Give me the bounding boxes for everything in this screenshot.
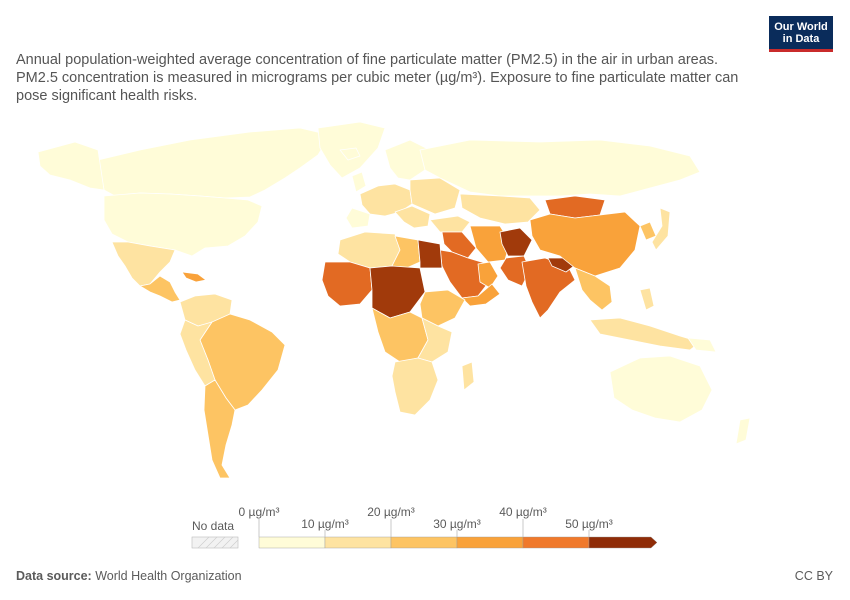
data-source-label: Data source: — [16, 569, 92, 583]
country-east-africa[interactable] — [417, 317, 453, 363]
legend-tick-0: 0 µg/m³ — [239, 505, 280, 519]
country-mexico[interactable] — [111, 241, 176, 287]
country-southern-africa[interactable] — [391, 357, 439, 416]
country-china[interactable] — [529, 211, 641, 277]
country-alaska[interactable] — [37, 141, 105, 191]
country-saudi-arabia[interactable] — [439, 249, 493, 299]
country-canada[interactable] — [97, 127, 331, 199]
legend-tick-20: 20 µg/m³ — [367, 505, 415, 519]
country-philippines[interactable] — [639, 287, 655, 311]
country-southeast-asia[interactable] — [574, 267, 613, 311]
country-korea[interactable] — [639, 221, 657, 241]
country-caribbean[interactable] — [181, 271, 207, 283]
legend-no-data-swatch — [191, 536, 239, 549]
country-balkans-italy[interactable] — [394, 205, 431, 229]
country-west-africa[interactable] — [321, 261, 373, 307]
country-usa[interactable] — [103, 192, 263, 257]
logo-line-1: Our World — [774, 21, 828, 33]
country-scandinavia[interactable] — [384, 139, 431, 181]
data-source-value[interactable]: World Health Organization — [95, 569, 242, 583]
country-egypt[interactable] — [417, 239, 443, 269]
country-japan[interactable] — [651, 207, 671, 251]
legend-bin-0 — [258, 536, 326, 549]
legend-tick-50: 50 µg/m³ — [565, 517, 613, 531]
data-source: Data source: World Health Organization — [16, 569, 242, 583]
world-map: No data 0 µg/m³ 10 µg/m³ 20 µg/m³ 30 µg/… — [37, 121, 751, 549]
owid-logo[interactable]: Our World in Data — [769, 16, 833, 52]
map-legend: No data 0 µg/m³ 10 µg/m³ 20 µg/m³ 30 µg/… — [191, 505, 658, 549]
country-uk[interactable] — [351, 171, 367, 193]
country-yemen-oman[interactable] — [461, 283, 501, 307]
country-central-africa[interactable] — [371, 307, 429, 363]
country-papua-new-guinea[interactable] — [687, 337, 717, 353]
country-gulf-states[interactable] — [477, 261, 499, 289]
country-indonesia[interactable] — [589, 317, 701, 351]
country-madagascar[interactable] — [461, 361, 475, 391]
license[interactable]: CC BY — [794, 569, 833, 583]
logo-line-2: in Data — [782, 33, 820, 45]
country-central-america[interactable] — [139, 275, 181, 303]
country-turkey[interactable] — [429, 215, 471, 233]
country-argentina-chile[interactable] — [203, 379, 236, 479]
legend-bin-5 — [588, 536, 658, 549]
country-iceland[interactable] — [339, 147, 361, 161]
legend-bin-4 — [522, 536, 590, 549]
legend-no-data-label: No data — [192, 519, 234, 533]
country-russia[interactable] — [419, 139, 701, 197]
country-kazakhstan[interactable] — [459, 193, 541, 225]
country-eastern-europe[interactable] — [409, 177, 461, 215]
chart-subtitle: Annual population-weighted average conce… — [16, 52, 739, 104]
legend-tick-10: 10 µg/m³ — [301, 517, 349, 531]
country-iberia[interactable] — [345, 207, 371, 229]
country-ethiopia-horn[interactable] — [419, 289, 466, 327]
legend-bin-1 — [324, 536, 392, 549]
country-sahel[interactable] — [369, 265, 426, 319]
legend-bin-3 — [456, 536, 524, 549]
country-australia[interactable] — [609, 355, 713, 423]
country-new-zealand[interactable] — [735, 417, 751, 445]
legend-tick-40: 40 µg/m³ — [499, 505, 547, 519]
legend-bin-2 — [390, 536, 458, 549]
legend-tick-30: 30 µg/m³ — [433, 517, 481, 531]
